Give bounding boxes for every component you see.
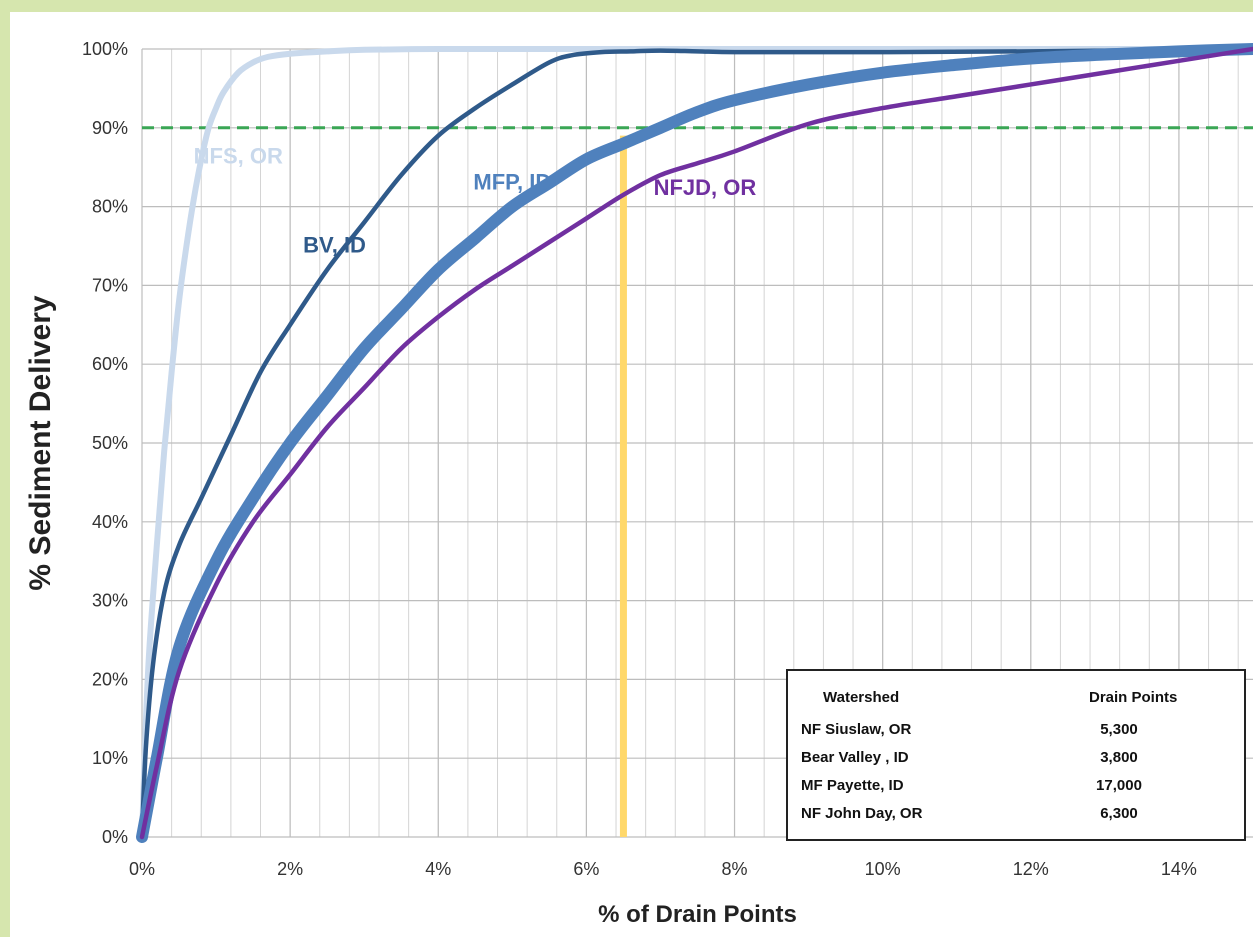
y-tick-label: 30% <box>92 591 128 611</box>
table-cell-watershed: NF John Day, OR <box>801 805 923 822</box>
x-tick-label: 2% <box>277 859 303 879</box>
table-cell-drain-points: 6,300 <box>1100 805 1138 822</box>
y-tick-label: 70% <box>92 275 128 295</box>
table-cell-drain-points: 3,800 <box>1100 749 1138 766</box>
reference-lines <box>142 126 1253 837</box>
chart-frame: 0% 10% 20% 30% 40% 50% 60% 70% 80% 90% 100% 0% 2% 4% 6… <box>10 12 1253 937</box>
y-axis-title: % Sediment Delivery <box>24 295 57 590</box>
series-label: MFP, ID <box>473 169 551 194</box>
series-label: NFS, OR <box>194 143 283 168</box>
table-cell-watershed: MF Payette, ID <box>801 777 904 794</box>
x-tick-label: 6% <box>573 859 599 879</box>
series-line-mfp-id <box>136 43 1253 843</box>
y-tick-label: 80% <box>92 197 128 217</box>
sediment-delivery-chart: 0% 10% 20% 30% 40% 50% 60% 70% 80% 90% 100% 0% 2% 4% 6… <box>24 39 1253 928</box>
table-border <box>786 669 1246 841</box>
y-tick-label: 100% <box>82 39 128 59</box>
tick-labels: 0% 10% 20% 30% 40% 50% 60% 70% 80% 90% 100% 0% 2% 4% 6… <box>82 39 1197 879</box>
y-tick-label: 20% <box>92 669 128 689</box>
y-tick-label: 40% <box>92 512 128 532</box>
table-cell-drain-points: 5,300 <box>1100 721 1138 738</box>
x-tick-label: 4% <box>425 859 451 879</box>
series-label: BV, ID <box>303 232 366 257</box>
table-cell-watershed: NF Siuslaw, OR <box>801 721 911 738</box>
series-line-nfs-or <box>139 45 1253 840</box>
series-layer <box>136 43 1253 843</box>
table-cell-drain-points: 17,000 <box>1096 777 1142 794</box>
table-header-watershed: Watershed <box>823 689 899 706</box>
y-tick-label: 50% <box>92 433 128 453</box>
table-header-drain-points: Drain Points <box>1089 689 1177 706</box>
x-tick-label: 12% <box>1013 859 1049 879</box>
x-tick-label: 10% <box>865 859 901 879</box>
series-labels: NFS, OR BV, ID MFP, ID NFJD, OR <box>194 143 757 257</box>
y-tick-label: 90% <box>92 118 128 138</box>
series-line-bv-id <box>139 46 1253 840</box>
series-label: NFJD, OR <box>654 175 757 200</box>
x-tick-label: 0% <box>129 859 155 879</box>
x-tick-label: 14% <box>1161 859 1197 879</box>
table-cell-watershed: Bear Valley , ID <box>801 749 909 766</box>
drain-points-table: Watershed Drain Points NF Siuslaw, OR 5,… <box>786 669 1246 841</box>
y-tick-label: 0% <box>102 827 128 847</box>
y-tick-label: 60% <box>92 354 128 374</box>
x-axis-title: % of Drain Points <box>598 901 797 928</box>
x-tick-label: 8% <box>722 859 748 879</box>
series-line-nfjd-or <box>139 46 1253 840</box>
y-tick-label: 10% <box>92 748 128 768</box>
